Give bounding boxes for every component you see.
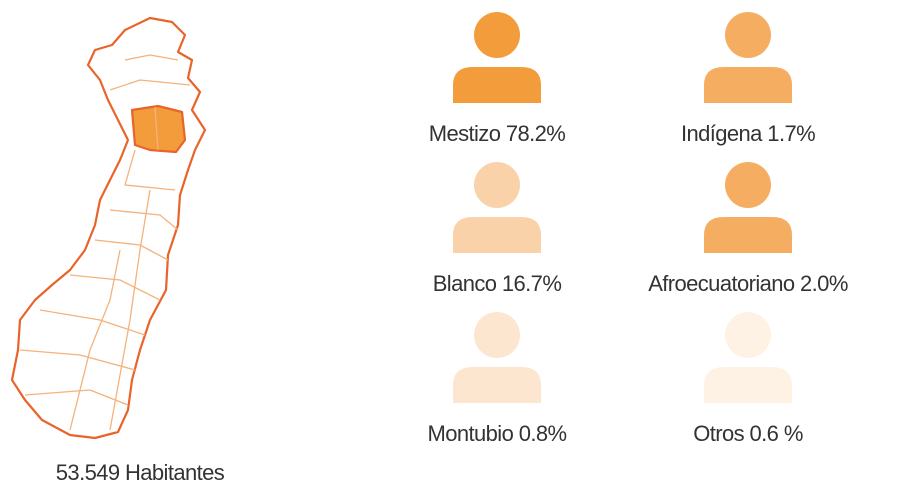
icon-head [474, 162, 520, 208]
person-icon [704, 312, 792, 403]
person-icon [453, 12, 541, 103]
icon-body [704, 67, 792, 103]
group-label: Mestizo 78.2% [429, 121, 566, 146]
icon-head [725, 312, 771, 358]
icon-body [453, 367, 541, 403]
person-icon [704, 12, 792, 103]
group-label: Montubio 0.8% [428, 421, 567, 446]
person-icon [453, 162, 541, 253]
icon-head [725, 12, 771, 58]
person-icon [453, 312, 541, 403]
icon-body [453, 217, 541, 253]
icon-body [704, 217, 792, 253]
icon-head [474, 12, 520, 58]
icon-head [474, 312, 520, 358]
group-label: Indígena 1.7% [681, 121, 815, 146]
icon-body [453, 67, 541, 103]
group-label: Blanco 16.7% [433, 271, 562, 296]
group-label: Afroecuatoriano 2.0% [648, 271, 848, 296]
group-label: Otros 0.6 % [693, 421, 803, 446]
population-label: 53.549 Habitantes [56, 460, 225, 485]
person-icon [704, 162, 792, 253]
icon-body [704, 367, 792, 403]
map [10, 16, 207, 440]
icon-head [725, 162, 771, 208]
